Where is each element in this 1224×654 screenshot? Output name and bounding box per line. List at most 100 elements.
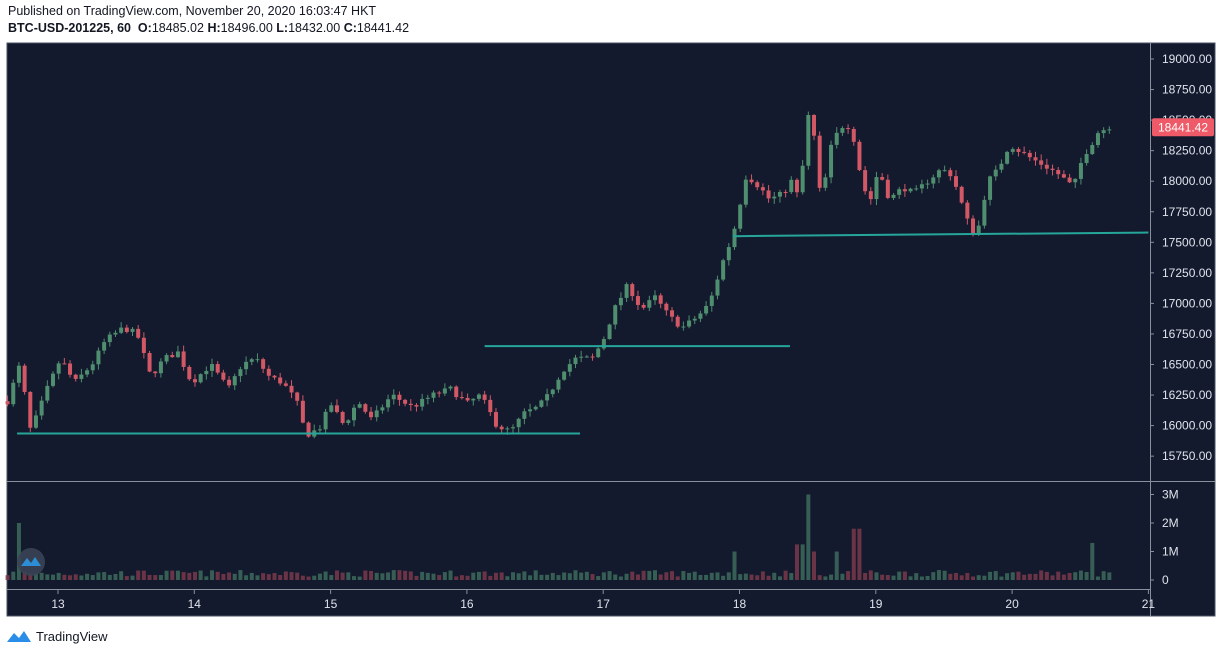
- volume-bar: [442, 572, 447, 580]
- candle-body: [437, 392, 442, 394]
- volume-bar: [1084, 571, 1089, 580]
- candle-body: [675, 316, 680, 327]
- volume-bar: [868, 570, 873, 580]
- candle-body: [982, 199, 987, 226]
- candle-body: [5, 401, 10, 405]
- candle-body: [749, 179, 754, 183]
- volume-bar: [459, 575, 464, 580]
- volume-bar: [158, 575, 163, 580]
- candle-body: [1095, 133, 1100, 146]
- volume-bar: [85, 573, 90, 580]
- volume-bar: [312, 575, 317, 580]
- volume-bar: [1033, 573, 1038, 580]
- candle-body: [567, 364, 572, 372]
- volume-bar: [1050, 575, 1055, 580]
- volume-bar: [244, 575, 249, 580]
- volume-bar: [45, 574, 50, 580]
- footer-brand: TradingView: [36, 628, 108, 644]
- candle-body: [658, 295, 663, 304]
- volume-bar: [948, 573, 953, 580]
- candle-body: [732, 228, 737, 248]
- volume-bar: [652, 570, 657, 580]
- candle-body: [670, 310, 675, 317]
- candle-body: [215, 364, 220, 373]
- volume-bar: [232, 573, 237, 580]
- candle-body: [244, 361, 249, 370]
- volume-bar: [1061, 574, 1066, 580]
- volume-bar: [51, 574, 56, 580]
- candle-body: [317, 429, 322, 431]
- volume-bar: [567, 573, 572, 580]
- candle-body: [971, 218, 976, 234]
- price-tick-label: 17250.00: [1162, 266, 1212, 280]
- candle-body: [681, 326, 686, 328]
- candle-body: [465, 397, 470, 401]
- candle-body: [459, 397, 464, 399]
- volume-bar: [749, 574, 754, 580]
- volume-bar: [210, 570, 215, 580]
- candle-body: [516, 418, 521, 428]
- volume-bar: [1107, 572, 1112, 580]
- low-value: 18432.00: [288, 21, 341, 35]
- candle-body: [187, 366, 192, 380]
- candle-body: [210, 364, 215, 371]
- volume-bar: [982, 575, 987, 580]
- volume-bar: [107, 574, 112, 580]
- ohlc-info: BTC-USD-201225, 60 O:18485.02 H:18496.00…: [8, 21, 409, 35]
- volume-bar: [306, 576, 311, 580]
- candle-body: [374, 410, 379, 418]
- volume-bar: [28, 573, 33, 580]
- volume-bar: [698, 574, 703, 580]
- candle-body: [914, 188, 919, 190]
- candle-body: [340, 411, 345, 423]
- candle-body: [1039, 160, 1044, 165]
- volume-bar: [1044, 571, 1049, 580]
- volume-bar: [630, 571, 635, 580]
- time-axis: 13 14 15 16 17 18 19 20 21: [51, 589, 1155, 611]
- volume-bar: [448, 570, 453, 580]
- candle-body: [868, 191, 873, 200]
- volume-bar: [715, 572, 720, 580]
- volume-bar: [170, 570, 175, 580]
- candle-body: [1078, 163, 1083, 179]
- candle-body: [902, 189, 907, 192]
- volume-axis: 3M 2M 1M 0: [1150, 488, 1179, 587]
- price-tick-label: 18000.00: [1162, 174, 1212, 188]
- volume-bars: [5, 494, 1112, 580]
- candle-body: [391, 394, 396, 400]
- volume-bar: [743, 573, 748, 580]
- volume-bar: [993, 571, 998, 580]
- volume-bar: [550, 572, 555, 580]
- candle-body: [794, 179, 799, 193]
- candle-body: [175, 351, 180, 358]
- volume-bar: [255, 575, 260, 580]
- volume-bar: [346, 572, 351, 580]
- volume-tick-label: 3M: [1162, 488, 1179, 502]
- candle-body: [107, 334, 112, 343]
- volume-bar: [141, 570, 146, 580]
- volume-bar: [613, 574, 618, 580]
- volume-bar: [340, 572, 345, 580]
- volume-bar: [147, 574, 152, 580]
- candle-body: [959, 186, 964, 203]
- candle-body: [647, 300, 652, 308]
- candle-body: [1073, 178, 1078, 183]
- volume-bar: [908, 576, 913, 580]
- volume-bar: [119, 571, 124, 580]
- volume-bar: [1078, 570, 1083, 580]
- candle-body: [351, 407, 356, 421]
- candle-body: [829, 144, 834, 178]
- time-tick-label: 14: [188, 597, 202, 611]
- candle-body: [85, 370, 90, 375]
- volume-bar: [476, 571, 481, 580]
- candle-body: [221, 372, 226, 380]
- volume-bar: [704, 574, 709, 580]
- candle-body: [266, 368, 271, 376]
- candle-body: [579, 356, 584, 358]
- candle-body: [306, 422, 311, 437]
- high-label: H:: [207, 21, 221, 35]
- volume-bar: [635, 574, 640, 580]
- candle-body: [1027, 152, 1032, 158]
- volume-bar: [891, 575, 896, 580]
